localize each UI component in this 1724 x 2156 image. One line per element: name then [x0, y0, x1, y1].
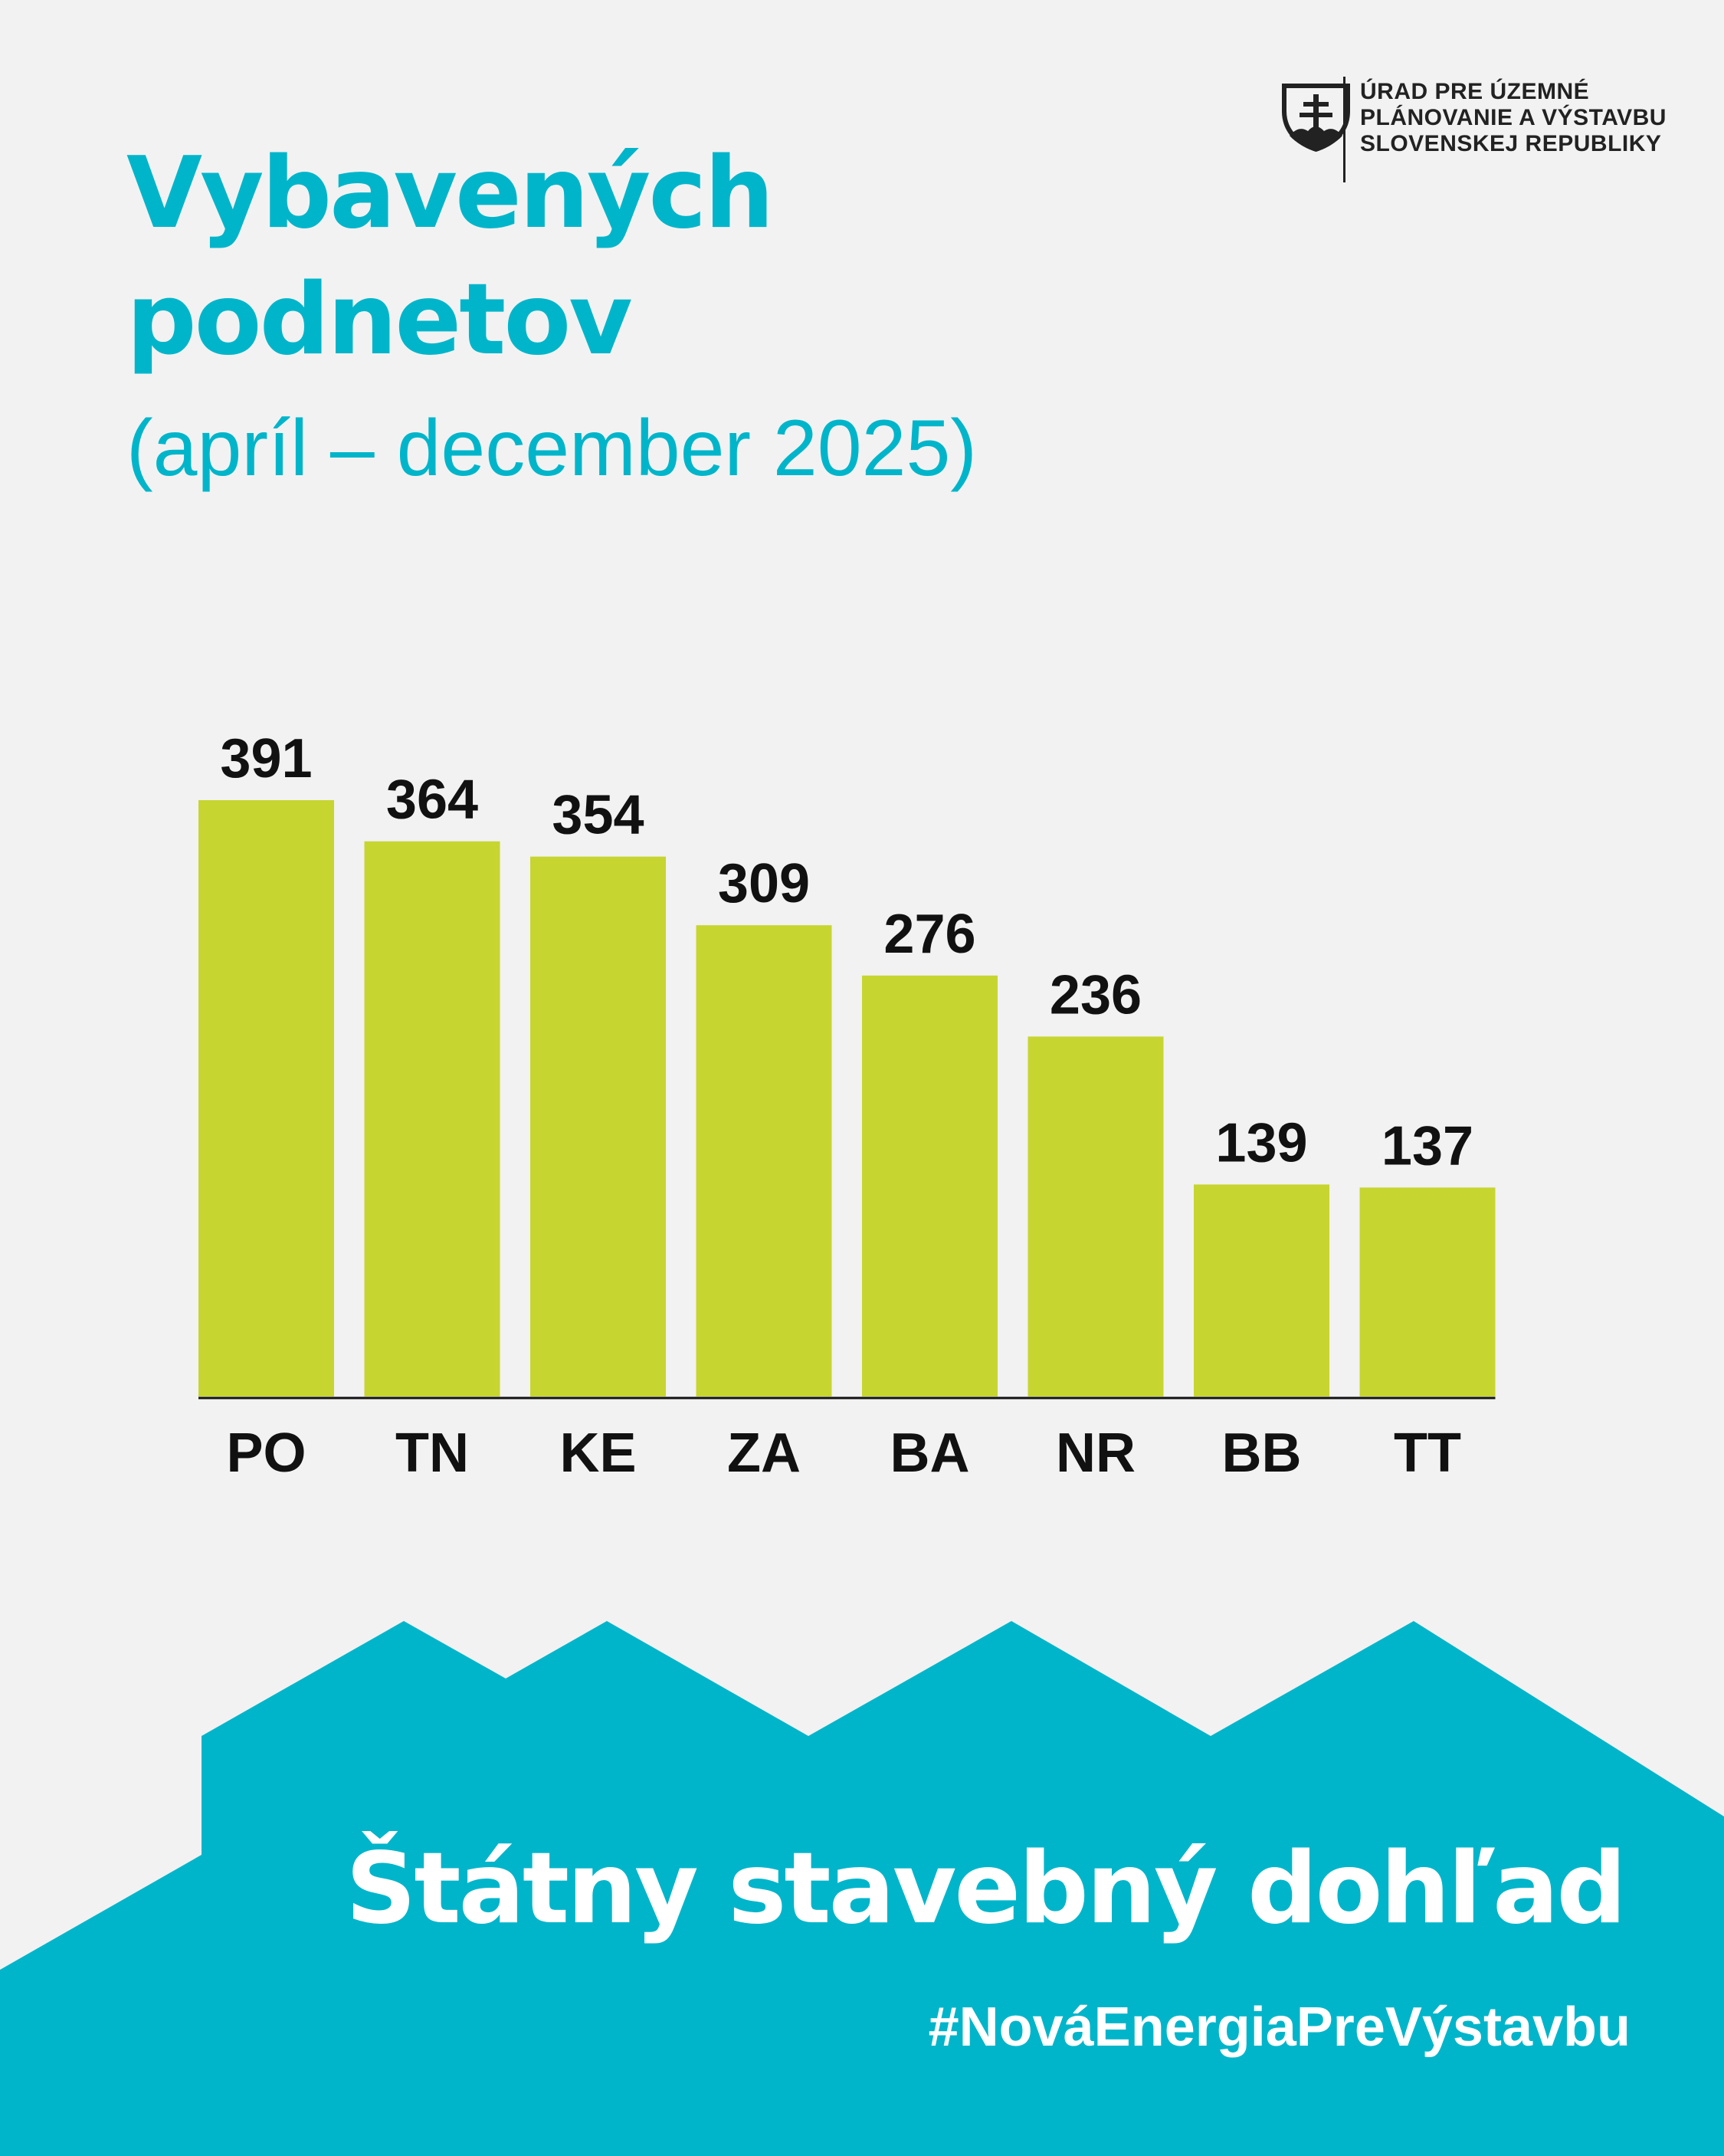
bar-nr — [1028, 1036, 1164, 1396]
page-title: Vybavených podnetov — [126, 130, 774, 383]
bar-tn — [364, 841, 500, 1396]
bar-tt — [1359, 1187, 1496, 1396]
category-label-nr: NR — [1056, 1423, 1136, 1484]
logo-divider — [1343, 77, 1345, 182]
bar-za — [696, 925, 832, 1396]
category-label-tt: TT — [1394, 1423, 1461, 1484]
data-label-nr: 236 — [1050, 964, 1142, 1025]
bar-bb — [1194, 1184, 1329, 1396]
bar-chart: 391 PO 364 TN 354 KE 309 ZA 276 BA 236 NR 139 BB 137 TT — [198, 728, 1496, 1484]
category-label-tn: TN — [395, 1423, 469, 1484]
agency-line-3: SLOVENSKEJ REPUBLIKY — [1360, 131, 1662, 156]
bar-ba — [862, 975, 998, 1396]
slovak-coat-of-arms-icon — [1282, 84, 1350, 152]
agency-line-2: PLÁNOVANIE A VÝSTAVBU — [1360, 105, 1667, 130]
bar-ke — [530, 856, 666, 1396]
footer-title: Štátny stavebný dohľad — [346, 1832, 1627, 1946]
data-label-ba: 276 — [883, 904, 975, 965]
data-label-ke: 354 — [552, 785, 644, 846]
data-label-bb: 139 — [1215, 1112, 1307, 1173]
page-subtitle: (apríl – december 2025) — [126, 404, 977, 493]
data-label-tn: 364 — [386, 770, 478, 831]
bar-po — [198, 800, 334, 1396]
category-label-ke: KE — [559, 1423, 636, 1484]
title-line-1: Vybavených — [126, 136, 774, 251]
agency-name: ÚRAD PRE ÚZEMNÉ PLÁNOVANIE A VÝSTAVBU SL… — [1360, 79, 1667, 157]
agency-line-1: ÚRAD PRE ÚZEMNÉ — [1360, 79, 1590, 104]
title-line-2: podnetov — [126, 263, 633, 377]
category-label-za: ZA — [727, 1423, 801, 1484]
category-label-bb: BB — [1222, 1423, 1302, 1484]
data-label-po: 391 — [220, 728, 312, 789]
data-label-za: 309 — [718, 853, 810, 914]
category-label-ba: BA — [890, 1423, 970, 1484]
footer-hashtag: #NováEnergiaPreVýstavbu — [928, 1997, 1631, 2058]
data-label-tt: 137 — [1381, 1115, 1473, 1176]
category-label-po: PO — [226, 1423, 306, 1484]
